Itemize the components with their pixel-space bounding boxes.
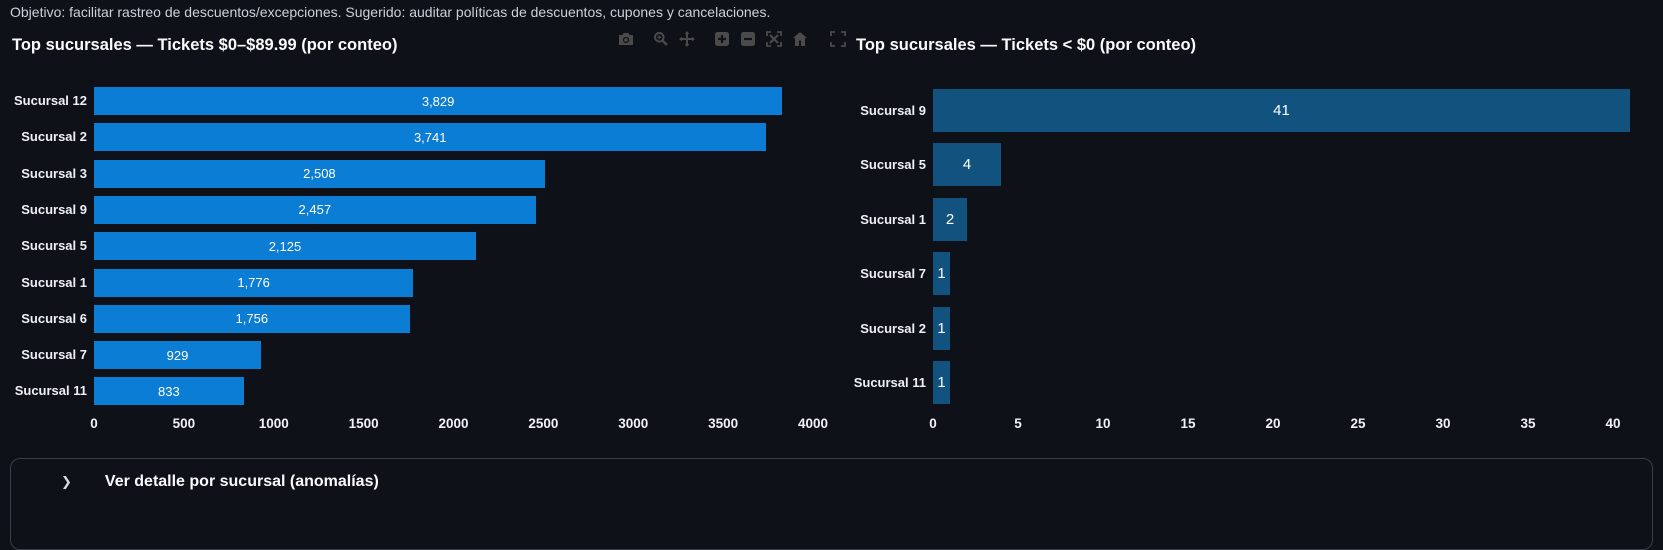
bar-value-label: 1 — [937, 374, 946, 391]
y-axis-label: Sucursal 7 — [860, 266, 926, 282]
zoom-in-icon[interactable] — [713, 30, 730, 47]
y-axis-label: Sucursal 2 — [21, 129, 87, 145]
x-axis-tick: 25 — [1350, 416, 1366, 431]
x-axis-tick: 30 — [1435, 416, 1451, 431]
fullscreen-icon[interactable] — [829, 30, 846, 47]
bar-value-label: 4 — [962, 156, 972, 174]
y-axis-label: Sucursal 3 — [21, 165, 87, 181]
bar-value-label: 2 — [945, 210, 955, 228]
bar[interactable]: 2 — [933, 197, 967, 241]
x-axis-tick: 1000 — [258, 416, 289, 431]
x-axis-tick: 10 — [1095, 416, 1111, 431]
y-axis-label: Sucursal 6 — [21, 310, 87, 326]
x-axis-tick: 4000 — [797, 416, 829, 431]
x-axis-tick: 15 — [1180, 416, 1196, 431]
y-axis-label: Sucursal 2 — [860, 320, 926, 336]
y-axis-label: Sucursal 9 — [860, 103, 926, 118]
y-axis-label: Sucursal 5 — [860, 157, 926, 173]
bar-value-label: 929 — [166, 347, 189, 363]
plotly-modebar — [617, 30, 846, 47]
x-axis-tick: 5 — [1014, 416, 1022, 431]
bar-value-label: 2,457 — [298, 202, 332, 218]
y-axis-label: Sucursal 11 — [853, 375, 926, 390]
camera-icon[interactable] — [617, 30, 634, 47]
y-axis-label: Sucursal 11 — [14, 383, 87, 399]
bar-value-label: 1 — [937, 319, 946, 337]
y-axis-label: Sucursal 9 — [21, 201, 87, 217]
x-axis-tick: 20 — [1265, 416, 1281, 431]
modebar-group-scale — [713, 30, 808, 47]
zoom-out-icon[interactable] — [739, 30, 756, 47]
bar-value-label: 2,125 — [268, 238, 302, 254]
bar[interactable]: 41 — [933, 89, 1630, 132]
bar[interactable]: 2,508 — [94, 159, 545, 188]
bar-value-label: 3,741 — [413, 129, 447, 145]
bar-value-label: 833 — [158, 383, 180, 399]
x-axis-tick: 35 — [1520, 416, 1536, 431]
x-axis-tick: 3500 — [708, 416, 739, 431]
pan-icon[interactable] — [678, 30, 695, 47]
expander-label: Ver detalle por sucursal (anomalías) — [104, 473, 379, 490]
bar[interactable]: 833 — [94, 377, 244, 406]
modebar-group-image — [617, 30, 634, 47]
bar[interactable]: 2,457 — [94, 195, 536, 224]
x-axis-tick: 500 — [172, 416, 196, 431]
y-axis-label: Sucursal 7 — [21, 347, 87, 363]
y-axis-label: Sucursal 12 — [14, 93, 87, 108]
bar-value-label: 2,508 — [303, 166, 336, 182]
chart-title-right: Top sucursales — Tickets < $0 (por conte… — [856, 36, 1197, 54]
y-axis-label: Sucursal 1 — [860, 211, 926, 227]
bar-value-label: 1 — [937, 265, 946, 283]
y-axis-label: Sucursal 1 — [21, 274, 87, 290]
expander-header[interactable]: ❯ Ver detalle por sucursal (anomalías) — [11, 459, 1652, 492]
x-axis-tick: 3000 — [618, 416, 649, 431]
x-axis-tick: 0 — [929, 416, 937, 431]
x-axis-tick: 0 — [90, 416, 98, 431]
bar[interactable]: 1 — [933, 252, 950, 296]
bar[interactable]: 1 — [933, 361, 950, 404]
objective-note: Objetivo: facilitar rastreo de descuento… — [10, 4, 771, 20]
chevron-right-icon: ❯ — [61, 474, 72, 489]
bar-value-label: 1,756 — [235, 311, 269, 327]
zoom-icon[interactable] — [652, 30, 669, 47]
autoscale-icon[interactable] — [765, 30, 782, 47]
bar[interactable]: 3,829 — [94, 87, 783, 115]
bar[interactable]: 1 — [933, 306, 950, 350]
chart-title-left: Top sucursales — Tickets $0–$89.99 (por … — [12, 36, 398, 54]
x-axis-tick: 1500 — [348, 416, 379, 431]
reset-axes-icon[interactable] — [791, 30, 808, 47]
bar[interactable]: 3,741 — [94, 123, 767, 152]
x-axis-tick: 2500 — [528, 416, 559, 431]
bar[interactable]: 4 — [933, 143, 1001, 187]
bar[interactable]: 2,125 — [94, 232, 476, 261]
x-axis-tick: 2000 — [438, 416, 469, 431]
modebar-group-zoom-pan — [652, 30, 695, 47]
y-axis-label: Sucursal 5 — [21, 238, 87, 254]
bar[interactable]: 1,776 — [94, 268, 414, 297]
bar[interactable]: 1,756 — [94, 304, 410, 333]
bar[interactable]: 929 — [94, 341, 261, 370]
bar-value-label: 1,776 — [237, 275, 270, 290]
bar-value-label: 41 — [1273, 102, 1290, 119]
expander-ver-detalle[interactable]: ❯ Ver detalle por sucursal (anomalías) — [10, 458, 1653, 550]
x-axis-tick: 40 — [1605, 416, 1621, 431]
bar-value-label: 3,829 — [421, 93, 455, 109]
